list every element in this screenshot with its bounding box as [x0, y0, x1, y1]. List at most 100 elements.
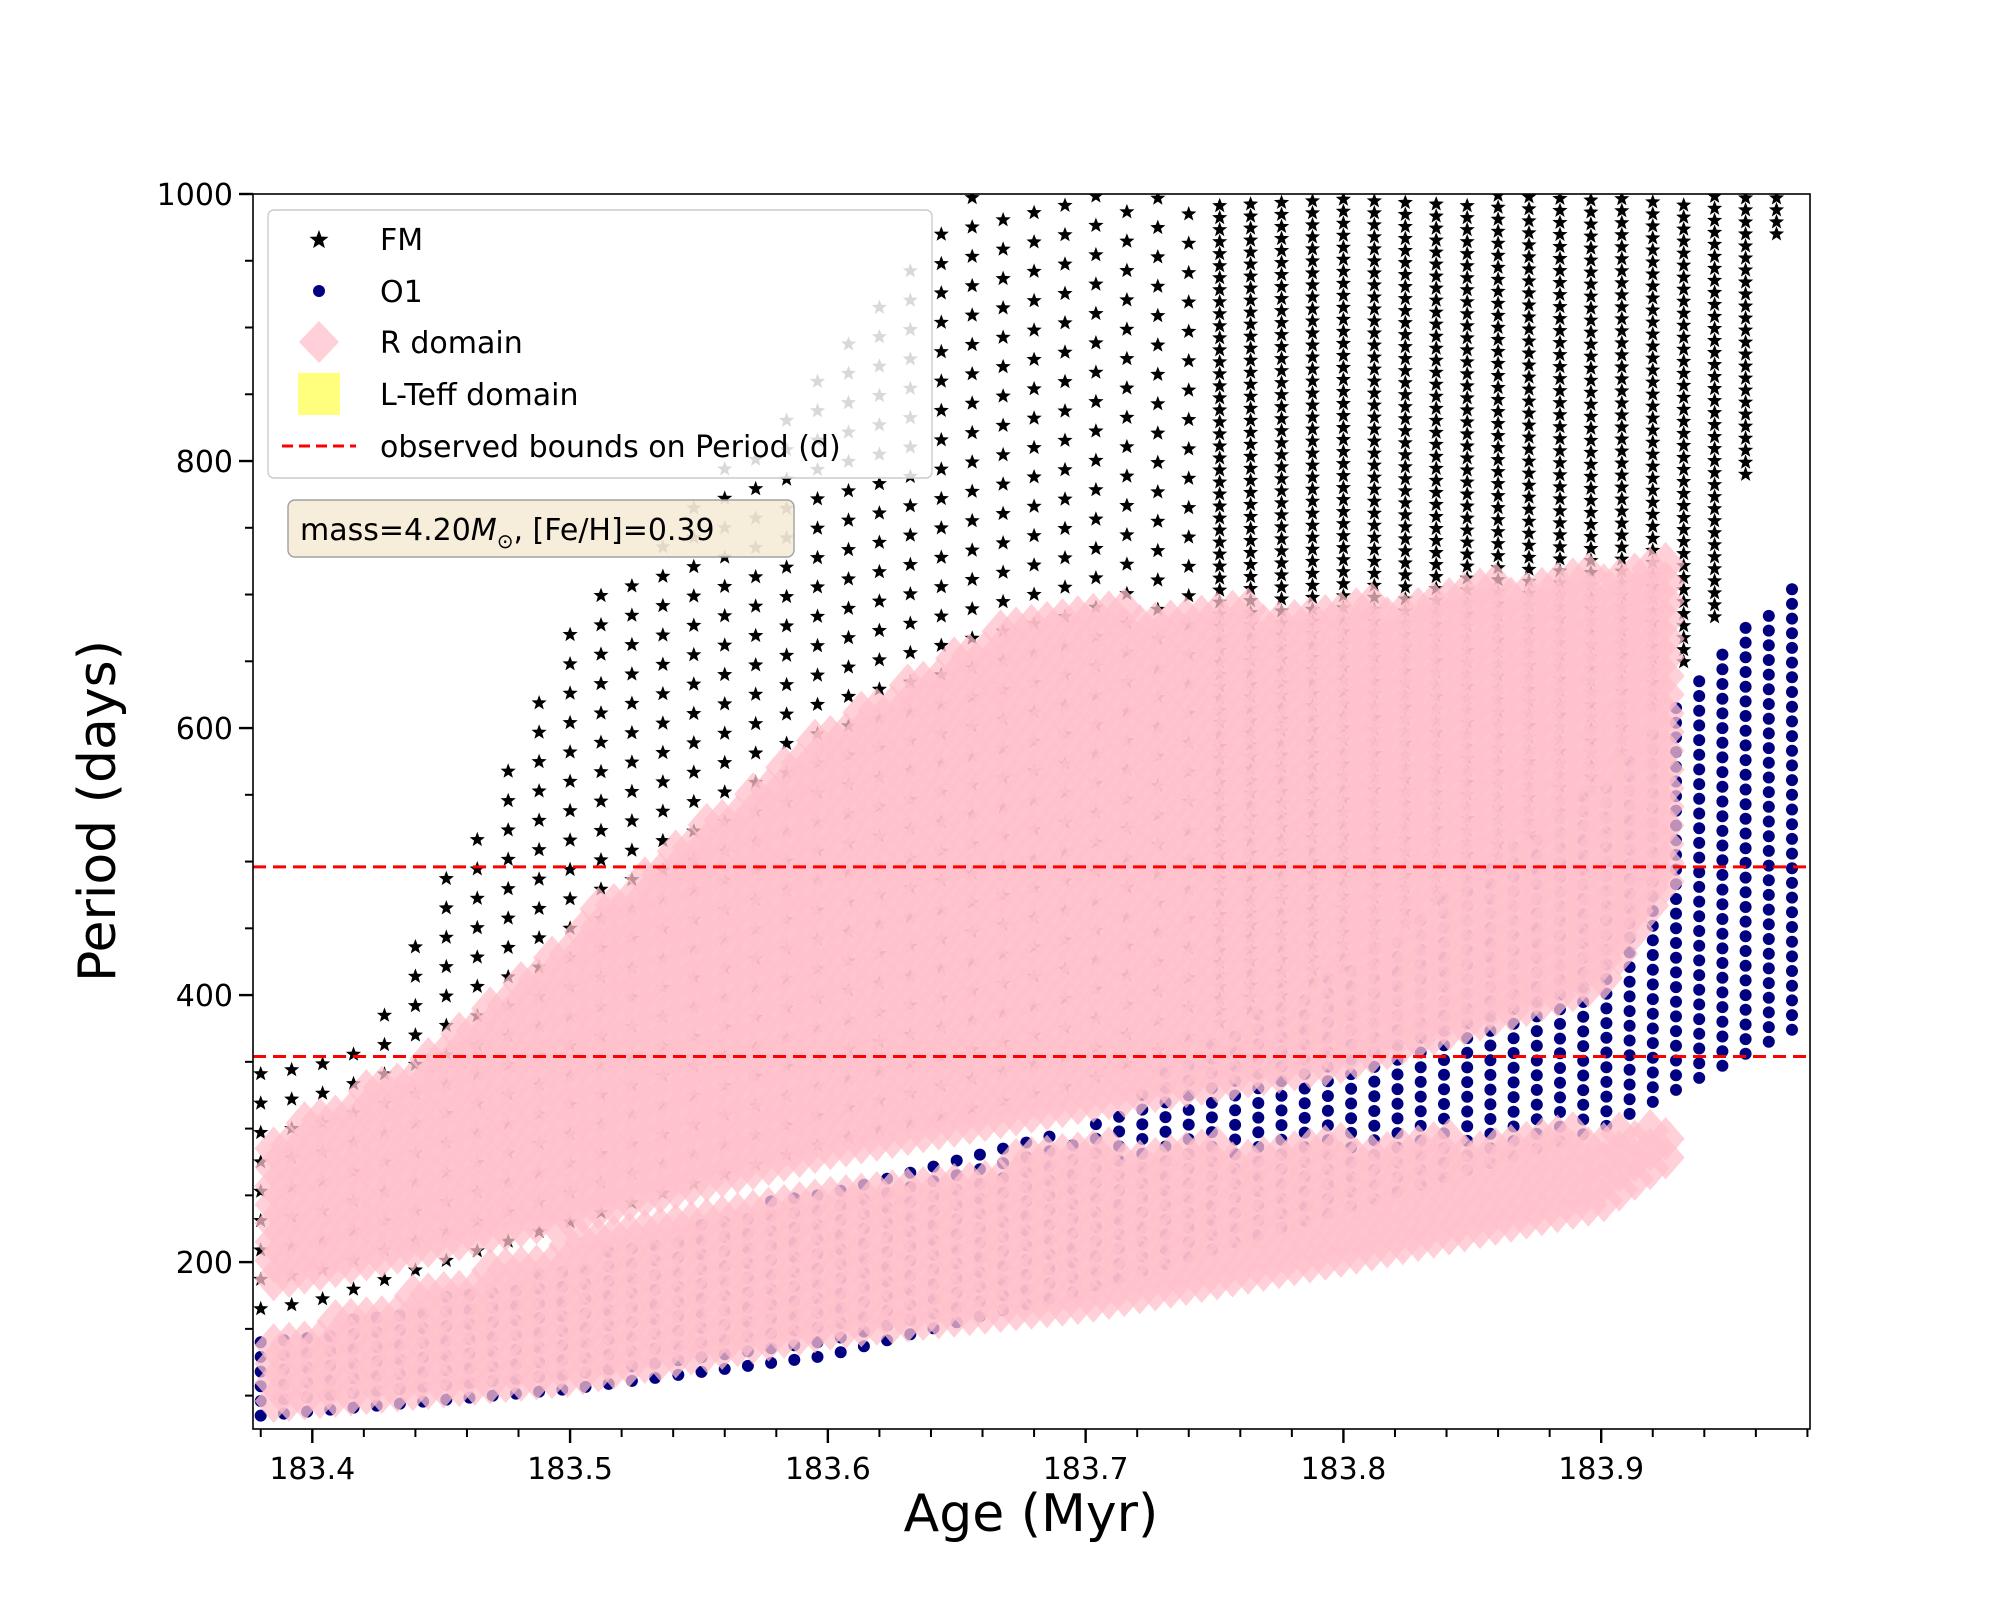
fm-star-point [1490, 415, 1506, 431]
o1-circle-point [1391, 1068, 1404, 1081]
fm-star-point [871, 652, 887, 667]
o1-circle-point [1229, 1118, 1242, 1131]
fm-star-point [253, 1300, 269, 1316]
fm-star-point [1552, 454, 1568, 470]
fm-star-point [562, 656, 578, 671]
fm-star-point [531, 929, 547, 945]
o1-circle-point [1786, 788, 1798, 801]
fm-star-point [1552, 406, 1568, 422]
fm-star-point [1521, 525, 1537, 540]
fm-star-point [1243, 532, 1259, 548]
o1-circle-point [1275, 1119, 1288, 1132]
o1-circle-point [1600, 1031, 1613, 1044]
fm-star-point [1335, 491, 1351, 507]
fm-star-point [1366, 373, 1382, 388]
o1-circle-point [1739, 1003, 1752, 1016]
o1-circle-point [1786, 656, 1798, 669]
fm-star-point [1552, 298, 1568, 314]
fm-star-point [1552, 226, 1568, 242]
fm-star-point [1304, 325, 1321, 340]
fm-star-point [1614, 347, 1630, 362]
fm-star-point [1552, 262, 1568, 278]
fm-star-point [1645, 410, 1661, 425]
fm-star-point [995, 300, 1011, 315]
fm-star-point [593, 705, 609, 720]
fm-star-point [1552, 466, 1568, 482]
fm-star-point [1273, 422, 1290, 438]
fm-star-point [1366, 565, 1382, 580]
o1-circle-point [1298, 1111, 1311, 1124]
fm-star-point [1521, 345, 1537, 360]
fm-star-point [1521, 381, 1537, 396]
fm-star-point [1304, 397, 1321, 412]
fm-star-point [1521, 194, 1537, 204]
o1-circle-point [1484, 1113, 1497, 1125]
fm-star-point [1645, 290, 1661, 305]
o1-circle-point [1391, 1083, 1404, 1096]
fm-star-point [995, 446, 1011, 462]
fm-star-point [1614, 431, 1630, 446]
fm-star-point [1057, 285, 1073, 301]
fm-star-point [1614, 551, 1630, 566]
fm-star-point [1212, 341, 1228, 357]
o1-circle-point [1623, 1034, 1636, 1047]
fm-star-point [1552, 382, 1568, 398]
fm-star-point [1243, 220, 1259, 235]
o1-circle-point [1762, 962, 1775, 975]
fm-star-point [933, 637, 949, 652]
fm-star-point [1366, 445, 1382, 460]
fm-star-point [1243, 424, 1259, 439]
fm-star-point [717, 754, 733, 770]
o1-circle-point [1530, 1025, 1543, 1038]
fm-star-point [1490, 355, 1506, 370]
fm-star-point [1212, 450, 1228, 465]
o1-circle-point [1321, 1104, 1334, 1117]
o1-circle-point [1739, 915, 1752, 928]
fm-star-point [315, 1085, 331, 1100]
fm-star-point [1397, 531, 1413, 546]
fm-star-point [1614, 226, 1630, 242]
fm-star-point [1212, 402, 1228, 417]
o1-circle-point [1786, 803, 1798, 816]
fm-star-point [1243, 316, 1259, 331]
o1-circle-point [1693, 880, 1706, 893]
fm-star-point [1057, 461, 1073, 477]
o1-circle-point [1600, 1090, 1613, 1103]
fm-star-point [1150, 484, 1166, 499]
fm-star-point [624, 754, 640, 769]
fm-star-point [1243, 376, 1259, 391]
fm-star-point [1707, 416, 1723, 432]
fm-star-point [1459, 281, 1475, 297]
fm-star-point [1428, 208, 1444, 223]
fm-star-point [1521, 297, 1537, 312]
fm-star-point [253, 1095, 269, 1110]
fm-star-point [1707, 248, 1723, 263]
fm-star-point [1397, 278, 1413, 294]
fm-star-point [964, 194, 980, 205]
fm-star-point [1119, 203, 1135, 219]
fm-star-point [1552, 322, 1568, 338]
fm-star-point [624, 578, 640, 593]
fm-star-point [1645, 266, 1661, 281]
fm-star-point [1459, 257, 1475, 273]
o1-circle-point [1739, 680, 1752, 693]
fm-star-point [655, 656, 671, 671]
fm-star-point [1273, 230, 1290, 246]
fm-star-point [1583, 324, 1599, 339]
fm-star-point [964, 395, 980, 410]
fm-star-point [1397, 386, 1413, 402]
fm-star-point [1552, 346, 1568, 362]
fm-star-point [1583, 204, 1599, 219]
fm-star-point [871, 563, 887, 579]
fm-star-point [1490, 523, 1506, 539]
fm-star-point [1707, 320, 1723, 336]
fm-star-point [1645, 506, 1661, 521]
fm-star-point [1614, 286, 1630, 302]
fm-star-point [1335, 371, 1351, 387]
fm-star-point [717, 784, 733, 799]
fm-star-point [1057, 373, 1073, 389]
fm-star-point [1304, 553, 1321, 568]
fm-star-point [1366, 289, 1382, 304]
fm-star-point [1181, 206, 1197, 221]
o1-circle-point [1716, 707, 1729, 720]
